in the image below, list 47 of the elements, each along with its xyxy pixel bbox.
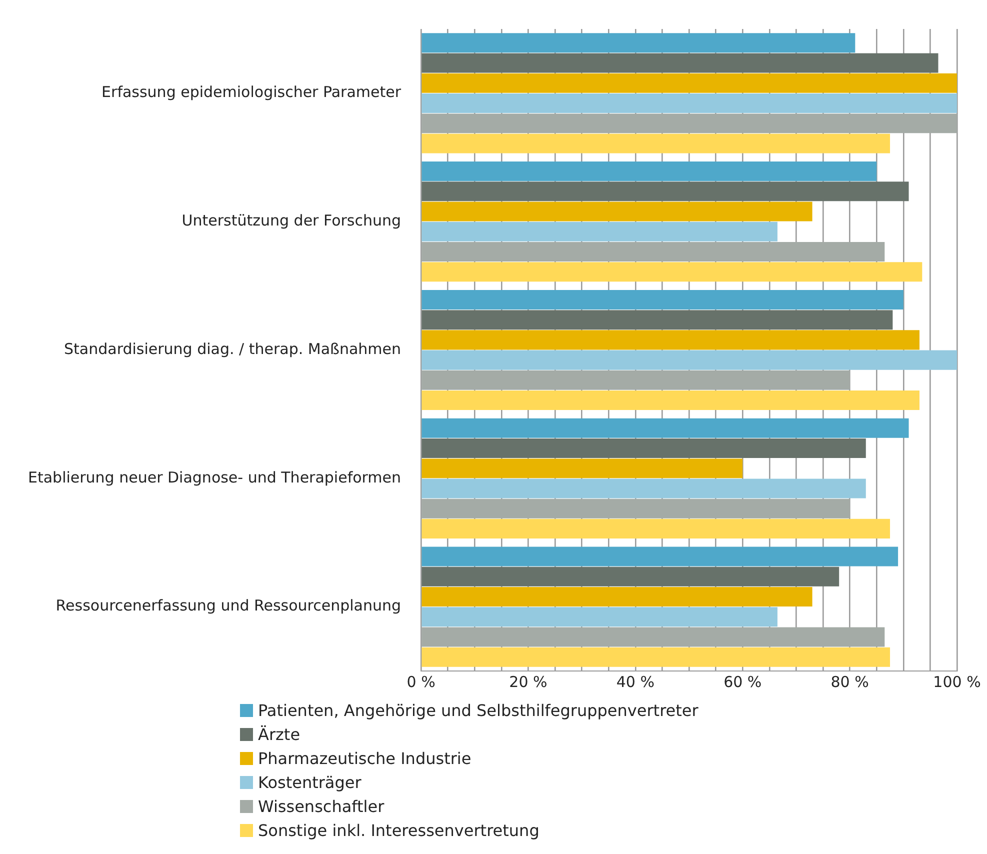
y-tick-label: Erfassung epidemiologischer Parameter (102, 83, 402, 102)
bar (422, 458, 743, 478)
x-tick-label: 100 % (933, 672, 981, 691)
bar (422, 114, 957, 134)
bar (422, 94, 957, 114)
bar (422, 438, 866, 458)
x-tick-label: 40 % (616, 672, 654, 691)
bar (422, 478, 866, 498)
x-tick-label: 60 % (724, 672, 762, 691)
bar (422, 607, 778, 627)
bar (422, 310, 893, 330)
bar (422, 53, 938, 73)
bar (422, 518, 890, 538)
y-tick-label: Standardisierung diag. / therap. Maßnahmen (64, 340, 402, 358)
bar (422, 162, 877, 182)
bar (422, 330, 920, 350)
bar (422, 566, 840, 586)
bar (422, 350, 957, 370)
bar (422, 290, 904, 310)
bar (422, 33, 856, 53)
legend-label: Pharmazeutische Industrie (258, 748, 472, 768)
bar (422, 262, 922, 282)
legend-label: Kostenträger (258, 772, 362, 792)
legend-label: Ärzte (258, 724, 300, 744)
bar (422, 370, 850, 390)
x-tick-label: 0 % (406, 672, 436, 691)
bar (422, 390, 920, 410)
y-tick-label: Unterstützung der Forschung (182, 211, 402, 230)
legend-label: Wissenschaftler (258, 796, 384, 816)
x-tick-label: 80 % (830, 672, 869, 691)
bar (422, 202, 812, 222)
bar (422, 73, 957, 93)
y-tick-label: Ressourcenerfassung und Ressourcenplanung (56, 596, 402, 615)
bar (422, 418, 909, 438)
bar (422, 546, 898, 566)
bar (422, 134, 890, 154)
legend-label: Patienten, Angehörige und Selbsthilfegruppenvertreter (258, 700, 698, 720)
bar (422, 182, 909, 202)
x-tick-label: 20 % (509, 672, 548, 691)
bar (422, 222, 778, 242)
bar (422, 627, 885, 647)
bar (422, 586, 812, 606)
bar (422, 498, 850, 518)
legend-label: Sonstige inkl. Interessenvertretung (258, 820, 540, 840)
bar (422, 242, 885, 262)
bar (422, 647, 890, 667)
y-tick-label: Etablierung neuer Diagnose- und Therapieformen (28, 468, 402, 486)
